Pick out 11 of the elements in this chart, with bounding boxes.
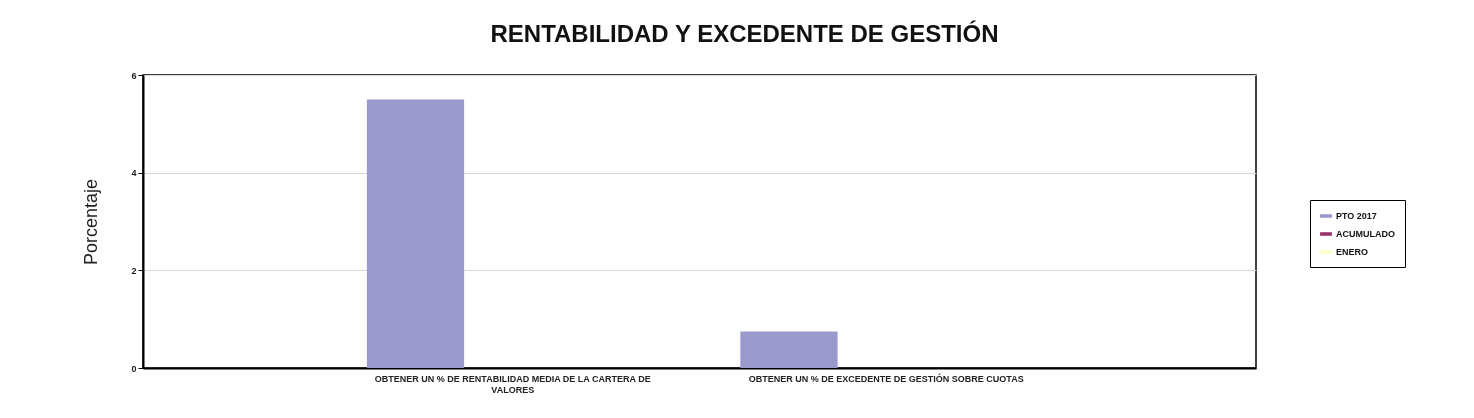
y-tick-label: 6 bbox=[131, 70, 137, 81]
legend-label: ENERO bbox=[1336, 247, 1369, 257]
y-axis-title: Porcentaje bbox=[81, 178, 102, 266]
legend-label: ACUMULADO bbox=[1336, 229, 1395, 239]
x-tick-label: OBTENER UN % DE RENTABILIDAD MEDIA DE LA CARTERA DE VALORES bbox=[374, 373, 651, 395]
y-tick-label: 2 bbox=[131, 265, 137, 276]
y-tick-label: 4 bbox=[131, 168, 137, 179]
chart-title: RENTABILIDAD Y EXCEDENTE DE GESTIÓN bbox=[490, 20, 999, 47]
y-tick-label: 0 bbox=[131, 363, 137, 374]
legend-label: PTO 2017 bbox=[1336, 211, 1377, 221]
x-tick-label: OBTENER UN % DE EXCEDENTE DE GESTIÓN SOBRE CUOTAS bbox=[748, 372, 1024, 384]
